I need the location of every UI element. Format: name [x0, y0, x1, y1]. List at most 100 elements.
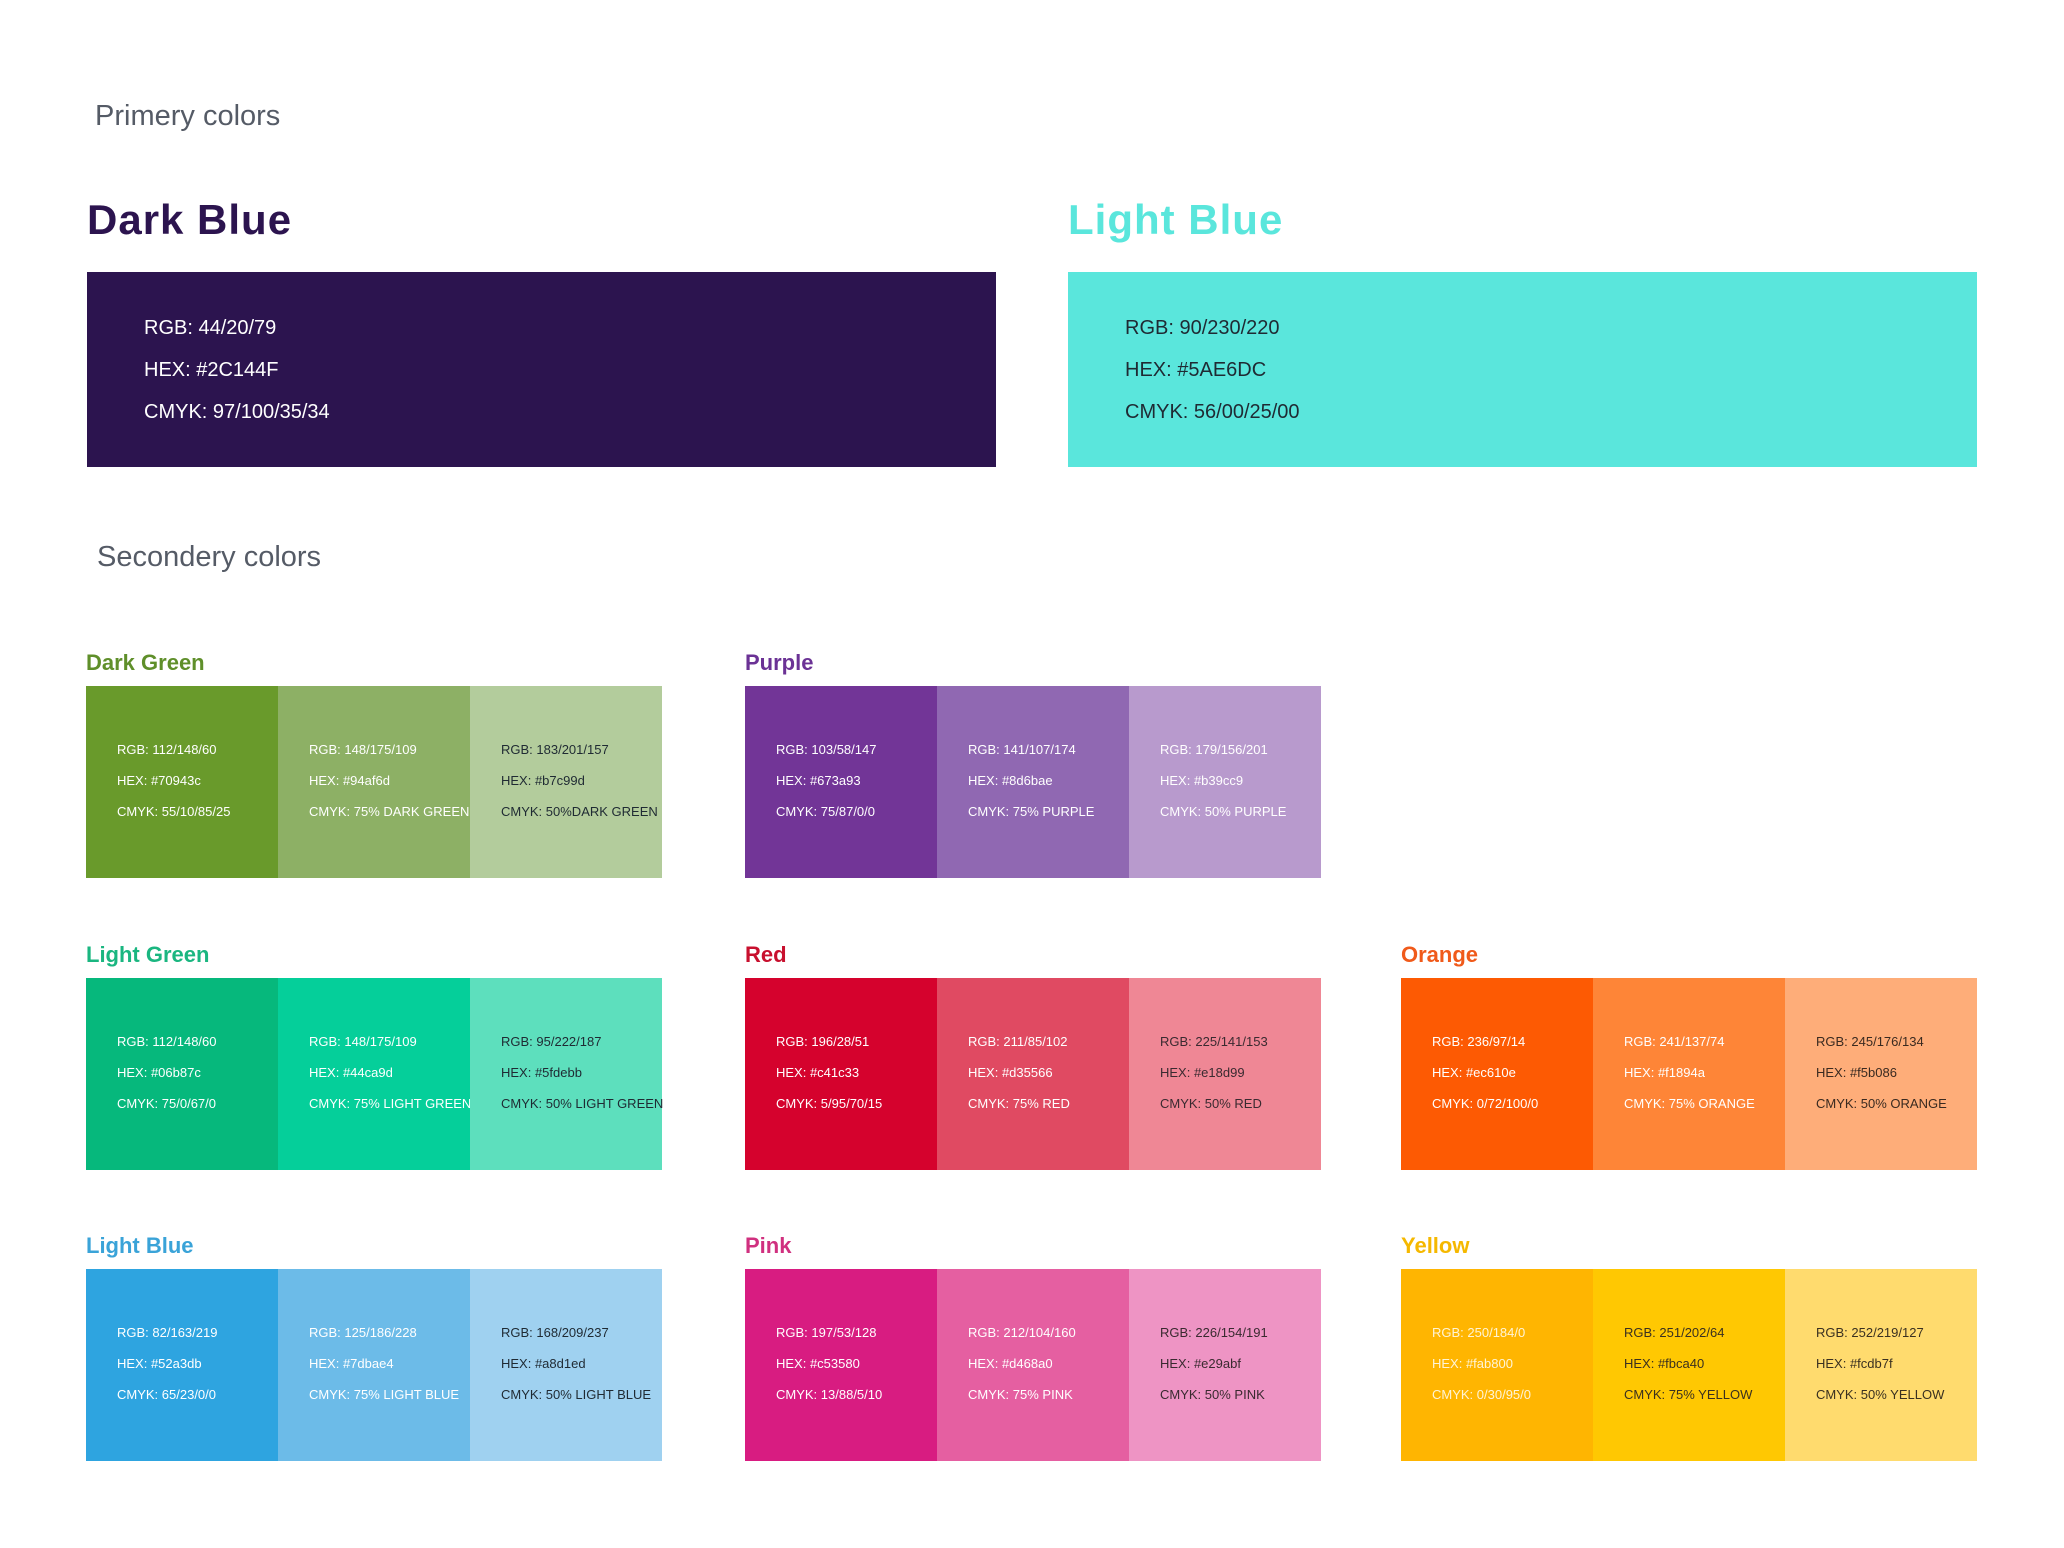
- swatch-spec: CMYK: 65/23/0/0: [117, 1387, 216, 1402]
- color-spec: CMYK: 56/00/25/00: [1125, 401, 1300, 423]
- swatch-spec: RGB: 141/107/174: [968, 742, 1076, 757]
- swatch-spec: HEX: #d468a0: [968, 1356, 1053, 1371]
- swatch-spec: HEX: #e18d99: [1160, 1065, 1245, 1080]
- swatch: [745, 686, 937, 878]
- swatch-spec: RGB: 197/53/128: [776, 1325, 877, 1340]
- group-name: Orange: [1401, 942, 1479, 967]
- group-name: Red: [745, 942, 787, 967]
- swatch-spec: CMYK: 50% YELLOW: [1816, 1387, 1945, 1402]
- swatch: [470, 978, 662, 1170]
- swatch: [1129, 686, 1321, 878]
- swatch-spec: RGB: 168/209/237: [501, 1325, 609, 1340]
- swatch-spec: CMYK: 75/87/0/0: [776, 804, 875, 819]
- swatch-spec: HEX: #f1894a: [1624, 1065, 1705, 1080]
- swatch-spec: RGB: 183/201/157: [501, 742, 609, 757]
- swatch-spec: HEX: #f5b086: [1816, 1065, 1897, 1080]
- section-title: Secondery colors: [97, 541, 322, 573]
- swatch-spec: CMYK: 0/72/100/0: [1432, 1096, 1539, 1111]
- swatch-spec: HEX: #a8d1ed: [501, 1356, 586, 1371]
- swatch-spec: HEX: #b39cc9: [1160, 773, 1244, 788]
- swatch-spec: CMYK: 75% LIGHT BLUE: [309, 1387, 460, 1402]
- group-name: Light Green: [86, 942, 210, 967]
- swatch-spec: RGB: 250/184/0: [1432, 1325, 1526, 1340]
- swatch-spec: HEX: #d35566: [968, 1065, 1053, 1080]
- swatch: [937, 1269, 1129, 1461]
- group-name: Pink: [745, 1233, 792, 1258]
- swatch-spec: CMYK: 50% PURPLE: [1160, 804, 1287, 819]
- swatch-spec: RGB: 212/104/160: [968, 1325, 1076, 1340]
- swatch-spec: CMYK: 75% ORANGE: [1624, 1096, 1755, 1111]
- swatch-spec: RGB: 148/175/109: [309, 1034, 417, 1049]
- swatch: [278, 1269, 470, 1461]
- swatch-spec: HEX: #fcdb7f: [1816, 1356, 1893, 1371]
- swatch-spec: RGB: 125/186/228: [309, 1325, 417, 1340]
- swatch-spec: HEX: #ec610e: [1432, 1065, 1516, 1080]
- swatch-spec: CMYK: 75% DARK GREEN: [309, 804, 470, 819]
- swatch-spec: RGB: 112/148/60: [117, 1034, 217, 1049]
- swatch-spec: CMYK: 50%DARK GREEN: [501, 804, 658, 819]
- swatch-spec: RGB: 95/222/187: [501, 1034, 602, 1049]
- swatch-spec: RGB: 112/148/60: [117, 742, 217, 757]
- swatch-spec: CMYK: 75% RED: [968, 1096, 1070, 1111]
- swatch: [1785, 1269, 1977, 1461]
- swatch-spec: CMYK: 75% LIGHT GREEN: [309, 1096, 472, 1111]
- swatch: [470, 686, 662, 878]
- swatch-spec: HEX: #7dbae4: [309, 1356, 394, 1371]
- swatch-spec: RGB: 148/175/109: [309, 742, 417, 757]
- swatch-spec: CMYK: 75/0/67/0: [117, 1096, 216, 1111]
- group-name: Yellow: [1401, 1233, 1470, 1258]
- group-name: Dark Green: [86, 650, 205, 675]
- swatch-spec: HEX: #fab800: [1432, 1356, 1513, 1371]
- swatch-spec: CMYK: 50% RED: [1160, 1096, 1262, 1111]
- swatch-spec: HEX: #52a3db: [117, 1356, 202, 1371]
- swatch-spec: RGB: 179/156/201: [1160, 742, 1268, 757]
- swatch-spec: HEX: #5fdebb: [501, 1065, 582, 1080]
- swatch-spec: CMYK: 50% PINK: [1160, 1387, 1265, 1402]
- swatch-spec: CMYK: 75% PINK: [968, 1387, 1073, 1402]
- swatch-spec: RGB: 82/163/219: [117, 1325, 218, 1340]
- swatch: [1593, 978, 1785, 1170]
- swatch-spec: HEX: #673a93: [776, 773, 861, 788]
- color-block: [1068, 272, 1977, 467]
- color-spec: CMYK: 97/100/35/34: [144, 401, 330, 423]
- swatch: [278, 686, 470, 878]
- swatch-spec: CMYK: 0/30/95/0: [1432, 1387, 1531, 1402]
- swatch-spec: CMYK: 50% ORANGE: [1816, 1096, 1947, 1111]
- swatch: [1401, 1269, 1593, 1461]
- color-name: Dark Blue: [87, 196, 293, 243]
- swatch-spec: HEX: #44ca9d: [309, 1065, 393, 1080]
- swatch-spec: RGB: 225/141/153: [1160, 1034, 1268, 1049]
- swatch: [745, 1269, 937, 1461]
- swatch: [86, 1269, 278, 1461]
- swatch: [745, 978, 937, 1170]
- swatch: [1129, 978, 1321, 1170]
- swatch-spec: HEX: #c53580: [776, 1356, 860, 1371]
- swatch-spec: CMYK: 55/10/85/25: [117, 804, 231, 819]
- color-spec: HEX: #2C144F: [144, 359, 279, 381]
- group-name: Light Blue: [86, 1233, 194, 1258]
- color-name: Light Blue: [1068, 196, 1284, 243]
- swatch-spec: RGB: 103/58/147: [776, 742, 877, 757]
- swatch-spec: HEX: #06b87c: [117, 1065, 201, 1080]
- swatch: [86, 978, 278, 1170]
- swatch-spec: RGB: 251/202/64: [1624, 1325, 1725, 1340]
- swatch-spec: HEX: #e29abf: [1160, 1356, 1241, 1371]
- swatch-spec: CMYK: 50% LIGHT BLUE: [501, 1387, 652, 1402]
- swatch-spec: HEX: #8d6bae: [968, 773, 1053, 788]
- section-title: Primery colors: [95, 100, 281, 132]
- swatch: [937, 686, 1129, 878]
- swatch-spec: CMYK: 5/95/70/15: [776, 1096, 883, 1111]
- swatch-spec: RGB: 226/154/191: [1160, 1325, 1268, 1340]
- swatch: [86, 686, 278, 878]
- swatch: [1593, 1269, 1785, 1461]
- swatch-spec: HEX: #70943c: [117, 773, 201, 788]
- color-spec: RGB: 90/230/220: [1125, 317, 1280, 339]
- swatch-spec: HEX: #94af6d: [309, 773, 390, 788]
- swatch-spec: CMYK: 50% LIGHT GREEN: [501, 1096, 664, 1111]
- swatch-spec: CMYK: 13/88/5/10: [776, 1387, 883, 1402]
- swatch: [937, 978, 1129, 1170]
- swatch: [278, 978, 470, 1170]
- swatch-spec: RGB: 245/176/134: [1816, 1034, 1924, 1049]
